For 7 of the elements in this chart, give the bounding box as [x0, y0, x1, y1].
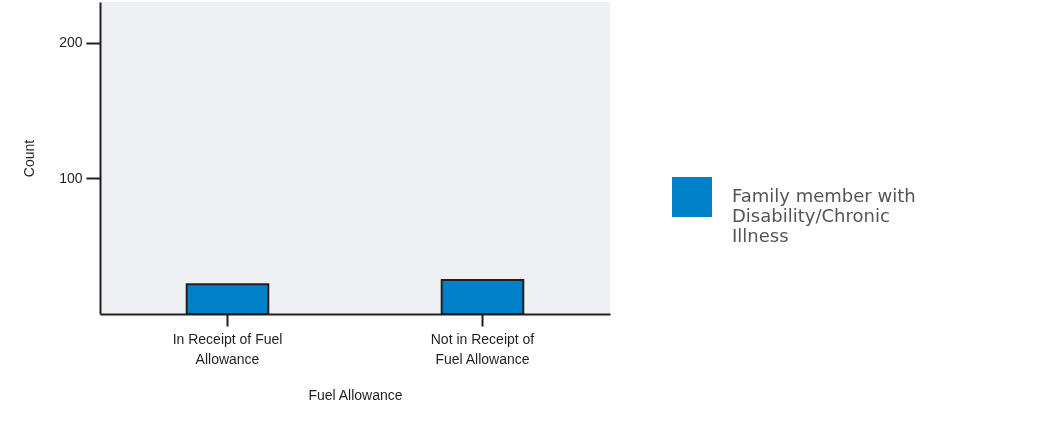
x-tick-label: In Receipt of Fuel Allowance — [172, 330, 283, 367]
x-tick-label: Not in Receipt of Fuel Allowance — [430, 330, 535, 367]
y-axis-title: Count — [21, 139, 38, 178]
x-axis-title: Fuel Allowance — [308, 386, 403, 403]
y-tick-label: 200 — [59, 34, 83, 51]
legend-label: Family member with Disability/Chronic Illness — [732, 185, 916, 246]
y-tick-label: 100 — [59, 169, 83, 186]
